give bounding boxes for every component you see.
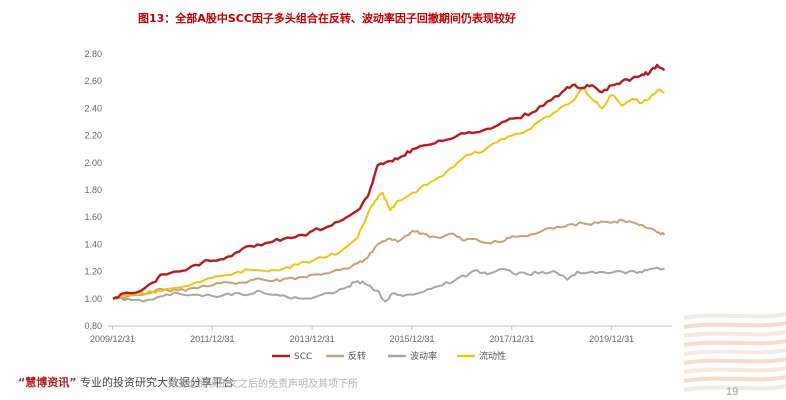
footer-brand: “慧博资讯” xyxy=(18,376,77,389)
x-tick-label: 2015/12/31 xyxy=(389,334,434,344)
footer: “慧博资讯” 专业的投资研究大数据分享平台 请务必阅读正文之后的免责声明及其项下… xyxy=(18,374,358,390)
decor-stripe xyxy=(683,366,786,374)
decor-stripe xyxy=(683,357,786,365)
footer-text: 专业的投资研究大数据分享平台 xyxy=(79,376,234,389)
decor-stripe xyxy=(683,321,786,329)
series-lines xyxy=(112,63,666,303)
y-tick-label: 2.40 xyxy=(84,103,102,113)
y-tick-label: 2.60 xyxy=(84,76,102,86)
legend-label: 反转 xyxy=(348,350,366,362)
chart-title: 图13：全部A股中SCC因子多头组合在反转、波动率因子回撤期间仍表现较好 xyxy=(138,11,516,25)
decor-stripe xyxy=(683,330,786,338)
decor-stripe xyxy=(683,339,786,347)
legend-label: 波动率 xyxy=(410,350,437,362)
x-axis: 2009/12/31 2011/12/31 2013/12/31 2015/12/31… xyxy=(90,326,634,344)
decor-stripe xyxy=(683,375,786,383)
x-tick-label: 2011/12/31 xyxy=(190,334,234,344)
page-number: 19 xyxy=(726,386,739,398)
x-tick-label: 2013/12/31 xyxy=(290,334,335,344)
y-tick-label: 1.80 xyxy=(84,185,102,195)
series-line-0 xyxy=(112,63,666,300)
x-tick-label: 2019/12/31 xyxy=(589,334,634,344)
corner-decoration xyxy=(683,312,786,392)
legend-label: 流动性 xyxy=(479,350,506,362)
legend-label: SCC xyxy=(294,352,312,362)
y-tick-label: 1.40 xyxy=(84,239,102,249)
decor-stripe xyxy=(683,312,786,320)
y-tick-label: 1.60 xyxy=(84,212,102,222)
legend: SCC 反转 波动率 流动性 xyxy=(272,350,506,362)
series-line-2 xyxy=(112,266,665,303)
y-axis: 0.80 1.00 1.20 1.40 1.60 1.80 2.00 2.20 2.40 2.60… xyxy=(84,49,102,331)
y-tick-label: 0.80 xyxy=(84,321,102,331)
series-line-3 xyxy=(112,87,665,300)
x-tick-label: 2017/12/31 xyxy=(489,334,534,344)
series-line-1 xyxy=(112,218,666,300)
x-tick-label: 2009/12/31 xyxy=(90,334,135,344)
footer-disclaimer: 请务必阅读正文之后的免责声明及其项下所 xyxy=(168,379,358,390)
y-tick-label: 1.00 xyxy=(84,294,102,304)
decor-stripe xyxy=(683,384,786,392)
y-tick-label: 2.20 xyxy=(84,131,102,141)
decor-stripe xyxy=(683,348,786,356)
y-tick-label: 1.20 xyxy=(84,267,102,277)
y-tick-label: 2.00 xyxy=(84,158,102,168)
y-tick-label: 2.80 xyxy=(84,49,102,59)
